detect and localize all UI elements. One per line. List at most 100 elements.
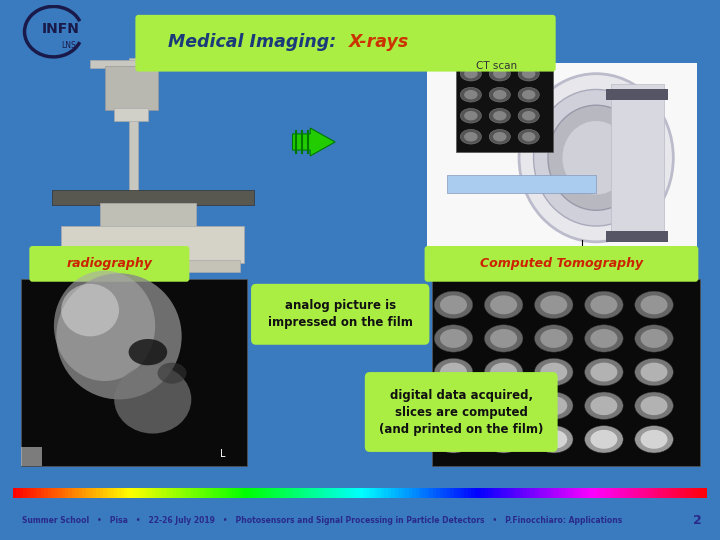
- Bar: [589, 488, 593, 498]
- Bar: [433, 488, 436, 498]
- Bar: [284, 488, 287, 498]
- Bar: [662, 488, 665, 498]
- Bar: [61, 488, 65, 498]
- Bar: [513, 488, 516, 498]
- Ellipse shape: [490, 430, 517, 449]
- Bar: [90, 60, 186, 69]
- Bar: [672, 488, 676, 498]
- Bar: [280, 488, 284, 498]
- Bar: [51, 488, 55, 498]
- Bar: [436, 488, 440, 498]
- Bar: [429, 488, 433, 498]
- Bar: [190, 488, 194, 498]
- Bar: [211, 488, 215, 498]
- Ellipse shape: [585, 291, 624, 319]
- Bar: [450, 488, 454, 498]
- FancyBboxPatch shape: [135, 15, 556, 72]
- Ellipse shape: [489, 130, 510, 144]
- Bar: [20, 488, 23, 498]
- Ellipse shape: [434, 392, 473, 420]
- Bar: [256, 488, 259, 498]
- Bar: [238, 488, 242, 498]
- Ellipse shape: [522, 132, 536, 141]
- Bar: [55, 488, 58, 498]
- Bar: [610, 488, 613, 498]
- Bar: [700, 488, 703, 498]
- Bar: [432, 279, 701, 465]
- Bar: [13, 488, 17, 498]
- Bar: [683, 488, 686, 498]
- Bar: [197, 488, 200, 498]
- Ellipse shape: [489, 66, 510, 81]
- Bar: [37, 488, 41, 498]
- Bar: [186, 488, 190, 498]
- Bar: [89, 488, 93, 498]
- Bar: [68, 488, 72, 498]
- Bar: [152, 488, 156, 498]
- Bar: [27, 488, 30, 498]
- FancyBboxPatch shape: [30, 246, 189, 282]
- Bar: [697, 488, 700, 498]
- Bar: [242, 488, 246, 498]
- Ellipse shape: [440, 363, 467, 382]
- Bar: [148, 488, 152, 498]
- Ellipse shape: [534, 426, 573, 453]
- Ellipse shape: [585, 325, 624, 352]
- Bar: [541, 488, 544, 498]
- Ellipse shape: [489, 87, 510, 102]
- Bar: [388, 488, 391, 498]
- Bar: [287, 488, 291, 498]
- Bar: [606, 90, 668, 100]
- Ellipse shape: [641, 295, 667, 314]
- Ellipse shape: [485, 392, 523, 420]
- Bar: [648, 488, 652, 498]
- Bar: [61, 226, 244, 263]
- Text: CT scanner: CT scanner: [591, 255, 646, 266]
- Bar: [686, 488, 690, 498]
- Ellipse shape: [590, 396, 617, 415]
- Ellipse shape: [114, 365, 192, 434]
- Bar: [318, 488, 322, 498]
- Ellipse shape: [522, 111, 536, 120]
- Bar: [315, 488, 318, 498]
- Bar: [360, 488, 364, 498]
- Ellipse shape: [641, 430, 667, 449]
- Text: CT scan: CT scan: [476, 62, 517, 71]
- FancyBboxPatch shape: [365, 372, 557, 452]
- Bar: [346, 488, 350, 498]
- Bar: [215, 488, 217, 498]
- Bar: [423, 488, 426, 498]
- Bar: [579, 488, 582, 498]
- Circle shape: [519, 73, 673, 242]
- Bar: [312, 488, 315, 498]
- Bar: [270, 488, 273, 498]
- Bar: [173, 488, 176, 498]
- Ellipse shape: [460, 66, 482, 81]
- Bar: [454, 488, 457, 498]
- Bar: [336, 488, 339, 498]
- Ellipse shape: [158, 363, 186, 383]
- Ellipse shape: [540, 396, 567, 415]
- Bar: [624, 488, 627, 498]
- Text: LNS: LNS: [61, 41, 76, 50]
- Bar: [217, 488, 221, 498]
- Ellipse shape: [489, 109, 510, 123]
- Bar: [582, 488, 585, 498]
- Bar: [568, 488, 572, 498]
- Bar: [537, 488, 541, 498]
- Bar: [276, 488, 280, 498]
- Bar: [76, 488, 79, 498]
- Text: INFN: INFN: [42, 22, 80, 36]
- FancyArrow shape: [446, 174, 596, 193]
- Bar: [596, 488, 600, 498]
- Circle shape: [548, 105, 644, 210]
- Ellipse shape: [641, 329, 667, 348]
- Bar: [377, 488, 381, 498]
- Bar: [259, 488, 263, 498]
- Ellipse shape: [440, 295, 467, 314]
- Ellipse shape: [460, 130, 482, 144]
- FancyArrow shape: [312, 291, 354, 319]
- Ellipse shape: [522, 90, 536, 99]
- Bar: [72, 488, 76, 498]
- Bar: [405, 488, 408, 498]
